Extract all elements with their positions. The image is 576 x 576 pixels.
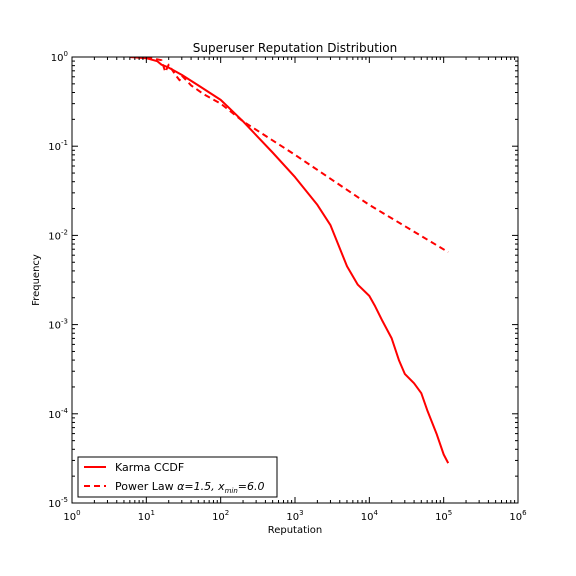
- x-tick-label-base: 10: [63, 512, 76, 523]
- y-tick-label: 10-4: [48, 407, 68, 421]
- y-tick-label-base: 10: [48, 410, 61, 421]
- legend-label-powerlaw-tail: =6.0: [238, 480, 265, 493]
- x-tick-label: 106: [509, 509, 527, 523]
- x-tick-label-exp: 4: [373, 509, 378, 517]
- chart-title: Superuser Reputation Distribution: [193, 41, 397, 55]
- legend-label-powerlaw: Power Law α=1.5, xmin=6.0: [115, 480, 265, 495]
- y-tick-label-base: 10: [51, 53, 64, 64]
- x-tick-label-base: 10: [286, 512, 299, 523]
- x-tick-label-exp: 0: [76, 509, 80, 517]
- x-tick-label-exp: 5: [448, 509, 452, 517]
- y-tick-label: 10-5: [48, 496, 68, 510]
- x-tick-label: 101: [138, 509, 155, 523]
- x-tick-label: 102: [212, 509, 229, 523]
- y-tick-label-exp: -3: [61, 318, 68, 326]
- y-tick-label-exp: -1: [61, 139, 68, 147]
- x-tick-label-exp: 1: [150, 509, 154, 517]
- legend-label-karma: Karma CCDF: [115, 461, 184, 474]
- legend-label-powerlaw-text: Power Law: [115, 480, 177, 493]
- x-tick-label-base: 10: [138, 512, 151, 523]
- y-tick-label-exp: -5: [61, 496, 68, 504]
- series-line-karma-ccdf: [129, 57, 450, 464]
- legend-box: [77, 456, 278, 498]
- x-tick-label-exp: 3: [299, 509, 303, 517]
- tick-layer: 100 101 102 103 104 105 10610010-110-210-310-4…: [48, 50, 527, 523]
- x-tick-label: 100: [63, 509, 80, 523]
- legend-label-powerlaw-math: α=1.5, x: [177, 480, 225, 493]
- x-tick-label-base: 10: [361, 512, 374, 523]
- y-tick-label-base: 10: [48, 499, 61, 510]
- y-tick-label: 10-1: [48, 139, 68, 153]
- y-axis-title: Frequency: [31, 254, 42, 306]
- x-tick-label: 104: [361, 509, 379, 523]
- y-tick-label-exp: -4: [61, 407, 69, 415]
- y-tick-label-base: 10: [48, 231, 61, 242]
- x-tick-label-base: 10: [212, 512, 225, 523]
- x-tick-label: 105: [435, 509, 452, 523]
- legend: Karma CCDF Power Law α=1.5, xmin=6.0: [77, 456, 278, 498]
- series-layer: [129, 57, 450, 464]
- x-tick-label-exp: 2: [225, 509, 229, 517]
- y-tick-label: 10-2: [48, 228, 68, 242]
- y-tick-label-exp: 0: [64, 50, 68, 58]
- x-tick-label-exp: 6: [522, 509, 527, 517]
- y-tick-label-exp: -2: [61, 228, 68, 236]
- y-tick-label-base: 10: [48, 142, 61, 153]
- y-tick-label: 10-3: [48, 318, 68, 332]
- x-tick-label: 103: [286, 509, 303, 523]
- x-tick-label-base: 10: [509, 512, 522, 523]
- x-axis-title: Reputation: [268, 525, 323, 536]
- x-tick-label-base: 10: [435, 512, 448, 523]
- y-tick-label-base: 10: [48, 321, 61, 332]
- legend-label-powerlaw-sub: min: [225, 487, 238, 495]
- y-tick-label: 100: [51, 50, 68, 64]
